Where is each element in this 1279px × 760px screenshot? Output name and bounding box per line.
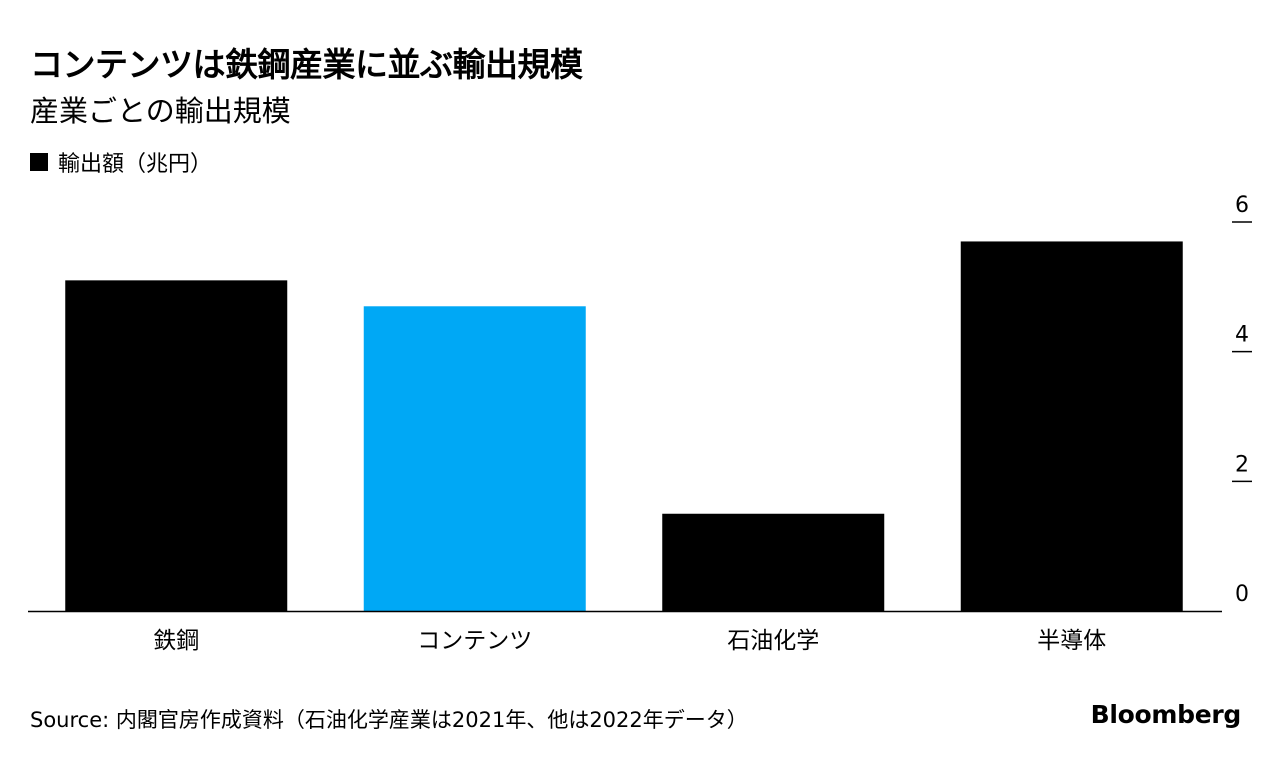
- bar-chart: 鉄鋼 コンテンツ 石油化学 半導体 0 2 4 6: [28, 193, 1252, 654]
- x-tick-label: コンテンツ: [417, 628, 532, 654]
- legend: 輸出額（兆円）: [30, 146, 212, 178]
- x-tick-label: 鉄鋼: [153, 628, 199, 654]
- chart-title: コンテンツは鉄鋼産業に並ぶ輸出規模: [30, 45, 583, 84]
- bar-3: [960, 241, 1183, 611]
- x-tick-label: 石油化学: [727, 628, 819, 654]
- y-tick-label: 2: [1235, 452, 1249, 477]
- legend-swatch: [30, 153, 48, 171]
- x-tick-label: 半導体: [1037, 628, 1106, 654]
- legend-label: 輸出額（兆円）: [58, 152, 213, 177]
- bar-1: [363, 306, 586, 611]
- y-tick-label: 4: [1235, 323, 1249, 348]
- bar-2: [662, 513, 885, 611]
- chart-subtitle: 産業ごとの輸出規模: [30, 94, 291, 128]
- bloomberg-logo: Bloomberg: [1090, 700, 1242, 729]
- source-note: Source: 内閣官房作成資料（石油化学産業は2021年、他は2022年データ…: [30, 708, 748, 732]
- bar-0: [65, 280, 288, 611]
- y-tick-label: 0: [1235, 582, 1249, 607]
- y-tick-label: 6: [1235, 193, 1249, 218]
